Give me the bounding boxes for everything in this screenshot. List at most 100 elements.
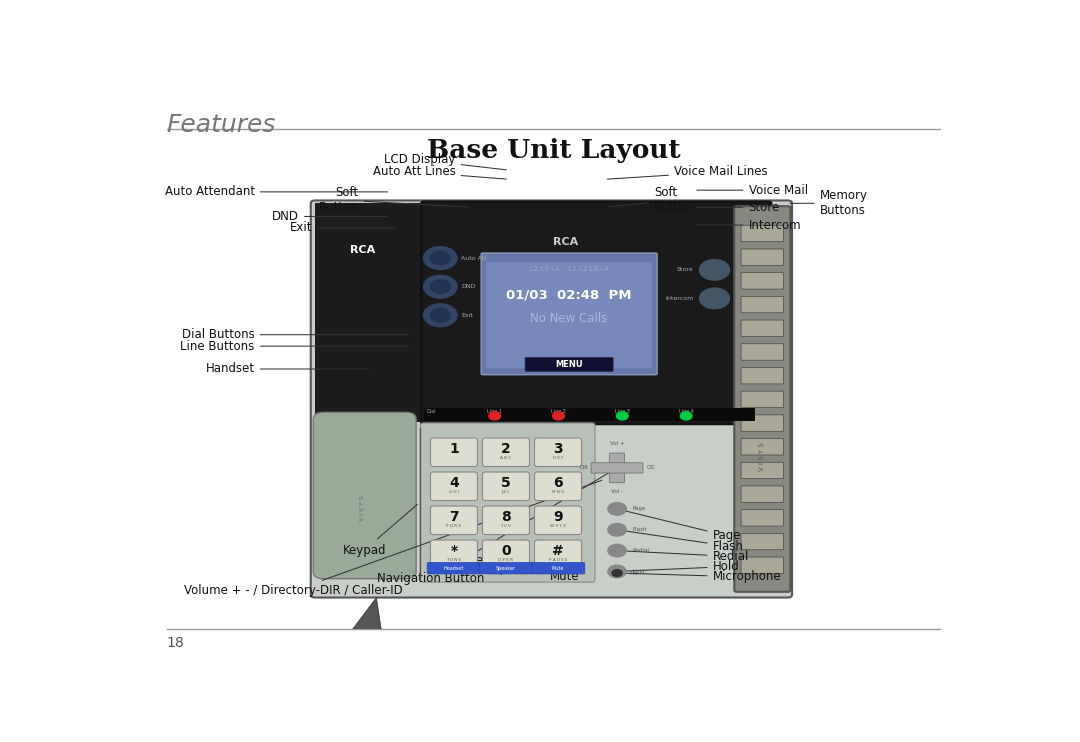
Text: Headset: Headset bbox=[441, 554, 489, 570]
Text: Handset: Handset bbox=[205, 363, 368, 375]
Text: Vol -: Vol - bbox=[611, 490, 623, 494]
Text: Redial: Redial bbox=[632, 548, 649, 553]
Circle shape bbox=[423, 246, 457, 269]
Circle shape bbox=[612, 570, 622, 577]
FancyBboxPatch shape bbox=[531, 562, 584, 574]
Text: Store: Store bbox=[697, 201, 780, 214]
Text: Store: Store bbox=[677, 267, 693, 272]
Text: 6: 6 bbox=[553, 476, 563, 490]
FancyBboxPatch shape bbox=[741, 486, 784, 502]
Text: Dial: Dial bbox=[427, 410, 435, 415]
Text: D E F: D E F bbox=[553, 456, 564, 459]
Text: Base Unit Layout: Base Unit Layout bbox=[427, 137, 680, 162]
Text: V I S Y S: V I S Y S bbox=[759, 442, 766, 470]
FancyBboxPatch shape bbox=[741, 249, 784, 266]
Text: Redial: Redial bbox=[620, 550, 748, 563]
FancyBboxPatch shape bbox=[525, 358, 613, 371]
Text: Hold: Hold bbox=[632, 569, 645, 574]
Circle shape bbox=[553, 412, 565, 420]
Text: Line Buttons: Line Buttons bbox=[180, 340, 408, 352]
FancyBboxPatch shape bbox=[741, 462, 784, 479]
FancyBboxPatch shape bbox=[734, 206, 791, 592]
FancyBboxPatch shape bbox=[420, 423, 595, 582]
Text: Dial Buttons: Dial Buttons bbox=[181, 328, 408, 341]
Circle shape bbox=[423, 275, 457, 298]
Text: T O N E: T O N E bbox=[446, 557, 461, 562]
Text: L2 L3 L4    L1 L2 L3 L4: L2 L3 L4 L1 L2 L3 L4 bbox=[530, 266, 608, 272]
Circle shape bbox=[608, 565, 626, 578]
Text: 2: 2 bbox=[501, 442, 511, 456]
FancyBboxPatch shape bbox=[535, 438, 581, 467]
Text: M N O: M N O bbox=[552, 490, 564, 493]
FancyBboxPatch shape bbox=[483, 540, 529, 568]
Text: Speaker: Speaker bbox=[491, 562, 540, 575]
Text: Speaker: Speaker bbox=[496, 565, 516, 571]
FancyBboxPatch shape bbox=[431, 506, 477, 534]
Text: 3: 3 bbox=[553, 442, 563, 456]
Text: Intercom: Intercom bbox=[665, 296, 693, 301]
Text: Headset: Headset bbox=[444, 565, 464, 571]
FancyBboxPatch shape bbox=[535, 472, 581, 501]
Circle shape bbox=[700, 260, 730, 280]
FancyBboxPatch shape bbox=[741, 272, 784, 289]
FancyBboxPatch shape bbox=[483, 438, 529, 467]
Text: RCA: RCA bbox=[350, 246, 375, 255]
FancyBboxPatch shape bbox=[313, 413, 416, 579]
Text: Auto Attendant: Auto Attendant bbox=[164, 186, 388, 198]
Text: Exit: Exit bbox=[289, 221, 394, 234]
Text: P Q R S: P Q R S bbox=[446, 524, 461, 528]
FancyBboxPatch shape bbox=[591, 463, 643, 473]
Text: 5: 5 bbox=[501, 476, 511, 490]
Circle shape bbox=[617, 412, 629, 420]
FancyBboxPatch shape bbox=[535, 506, 581, 534]
Text: V I S Y S: V I S Y S bbox=[360, 496, 365, 522]
Circle shape bbox=[608, 502, 626, 515]
Text: Page: Page bbox=[632, 506, 646, 511]
Text: Microphone: Microphone bbox=[620, 571, 781, 583]
Text: J K L: J K L bbox=[502, 490, 510, 493]
Text: #: # bbox=[552, 545, 564, 559]
Text: No New Calls: No New Calls bbox=[530, 312, 608, 325]
FancyBboxPatch shape bbox=[741, 533, 784, 550]
Text: 8: 8 bbox=[501, 510, 511, 525]
Circle shape bbox=[430, 280, 450, 294]
Text: Soft
Button: Soft Button bbox=[319, 186, 470, 214]
Text: Navigation Button: Navigation Button bbox=[378, 470, 615, 585]
FancyBboxPatch shape bbox=[741, 226, 784, 242]
Bar bbox=[423, 408, 755, 421]
Text: 01/03  02:48  PM: 01/03 02:48 PM bbox=[507, 289, 632, 301]
FancyBboxPatch shape bbox=[741, 557, 784, 574]
Text: Auto Att Lines: Auto Att Lines bbox=[373, 165, 507, 179]
FancyBboxPatch shape bbox=[741, 344, 784, 360]
Text: MENU: MENU bbox=[555, 360, 583, 369]
Text: Voice Mail: Voice Mail bbox=[697, 184, 808, 197]
Text: Keypad: Keypad bbox=[342, 505, 418, 556]
Text: 0: 0 bbox=[501, 545, 511, 559]
FancyBboxPatch shape bbox=[431, 540, 477, 568]
Circle shape bbox=[608, 545, 626, 557]
Text: A B C: A B C bbox=[500, 456, 512, 459]
FancyBboxPatch shape bbox=[311, 200, 792, 597]
Text: Vol +: Vol + bbox=[610, 441, 624, 446]
Circle shape bbox=[680, 412, 692, 420]
Text: Line 4: Line 4 bbox=[678, 410, 693, 415]
FancyBboxPatch shape bbox=[421, 202, 771, 424]
FancyBboxPatch shape bbox=[480, 562, 532, 574]
Text: 4: 4 bbox=[449, 476, 459, 490]
Text: Exit: Exit bbox=[461, 312, 473, 318]
Text: DND: DND bbox=[461, 284, 475, 289]
FancyBboxPatch shape bbox=[483, 506, 529, 534]
Text: Features: Features bbox=[166, 113, 276, 137]
Text: Hold: Hold bbox=[620, 560, 740, 573]
FancyBboxPatch shape bbox=[741, 391, 784, 407]
Text: DND: DND bbox=[272, 210, 387, 223]
Text: Mute: Mute bbox=[552, 565, 564, 571]
FancyBboxPatch shape bbox=[315, 203, 429, 422]
Circle shape bbox=[430, 252, 450, 265]
Text: Flash: Flash bbox=[632, 528, 647, 532]
FancyBboxPatch shape bbox=[741, 296, 784, 313]
Text: W X Y Z: W X Y Z bbox=[550, 524, 566, 528]
Text: CID: CID bbox=[646, 465, 654, 470]
Text: Intercom: Intercom bbox=[697, 218, 801, 232]
Text: Mute: Mute bbox=[550, 570, 579, 583]
